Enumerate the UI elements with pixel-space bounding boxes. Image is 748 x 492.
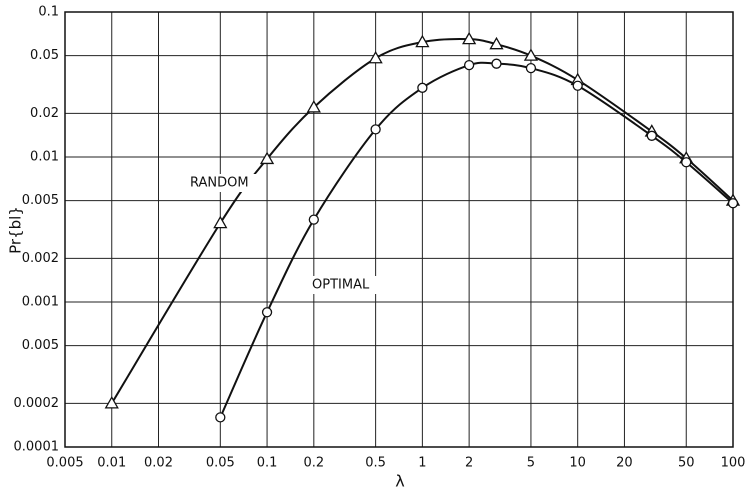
x-tick-label: 0.5 — [365, 456, 386, 471]
y-tick-label: 0.0001 — [14, 440, 60, 455]
y-tick-label: 0.005 — [22, 193, 59, 208]
circle-marker — [491, 58, 502, 69]
y-tick-label: 0.0002 — [14, 396, 60, 411]
y-tick-label: 0.005 — [22, 338, 59, 353]
circle-marker — [417, 82, 428, 93]
y-tick-label: 0.1 — [38, 5, 59, 20]
y-tick-label: 0.02 — [30, 106, 59, 121]
circle-marker — [463, 59, 475, 71]
series-label: RANDOM — [190, 176, 249, 191]
circle-marker — [681, 157, 692, 168]
label-bg — [188, 174, 258, 192]
x-tick-label: 5 — [527, 456, 535, 471]
triangle-marker — [104, 396, 119, 409]
label-bg — [310, 276, 380, 294]
y-axis-label: Pr{bl} — [7, 206, 25, 254]
circle-marker — [572, 80, 583, 91]
circle-marker — [370, 124, 381, 135]
x-tick-label: 10 — [569, 456, 586, 471]
triangle-marker — [523, 48, 539, 61]
triangle-marker — [259, 151, 275, 165]
triangle-marker — [213, 215, 228, 229]
x-tick-label: 0.1 — [257, 456, 278, 471]
triangle-marker — [368, 50, 383, 64]
plot-frame — [64, 11, 734, 448]
circle-marker — [727, 198, 739, 209]
x-tick-label: 0.2 — [303, 456, 324, 471]
circle-marker — [646, 130, 657, 141]
x-tick-label: 0.005 — [46, 456, 83, 471]
x-tick-label: 0.01 — [97, 456, 126, 471]
triangle-marker — [462, 31, 477, 45]
x-tick-label: 100 — [721, 456, 746, 471]
circle-marker — [525, 62, 537, 74]
series-line — [219, 61, 734, 418]
y-tick-label: 0.001 — [22, 295, 59, 310]
x-tick-label: 20 — [616, 456, 633, 471]
x-tick-label: 0.02 — [144, 456, 173, 471]
triangle-marker — [489, 36, 504, 50]
circle-marker — [261, 307, 273, 318]
triangle-marker — [306, 100, 321, 113]
y-tick-label: 0.05 — [30, 48, 59, 63]
series-label: OPTIMAL — [312, 278, 370, 293]
circle-marker — [215, 412, 226, 423]
x-tick-label: 1 — [418, 456, 426, 471]
x-tick-label: 2 — [465, 456, 473, 471]
y-tick-label: 0.002 — [22, 251, 59, 266]
y-tick-label: 0.01 — [30, 150, 59, 165]
x-axis-label: λ — [395, 472, 404, 491]
x-tick-label: 50 — [678, 456, 695, 471]
circle-marker — [308, 214, 319, 225]
x-tick-label: 0.05 — [206, 456, 235, 471]
triangle-marker — [415, 34, 430, 48]
